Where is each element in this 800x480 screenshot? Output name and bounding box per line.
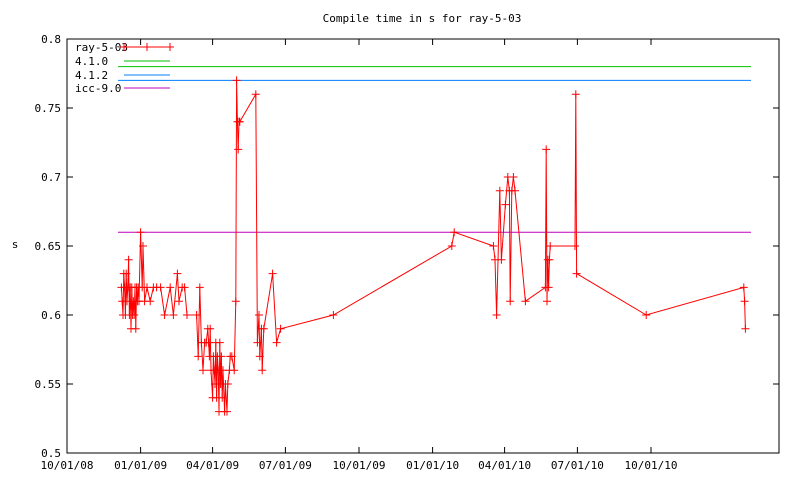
reference-lines [118, 66, 751, 233]
data-point [218, 393, 227, 402]
legend-label: 4.1.2 [75, 69, 108, 82]
data-point [511, 186, 519, 195]
data-point [204, 338, 213, 347]
y-axis-label: s [12, 238, 19, 251]
data-point [544, 283, 553, 292]
legend-label: ray-5-03 [75, 41, 128, 54]
legend-label: 4.1.0 [75, 55, 108, 68]
legend-marker [143, 43, 151, 51]
data-point [169, 311, 178, 319]
data-point [230, 366, 239, 375]
x-tick-label: 04/01/10 [478, 459, 531, 472]
data-point [139, 242, 147, 250]
data-point [173, 269, 182, 278]
x-tick-label: 01/01/09 [114, 459, 167, 472]
data-point [509, 173, 518, 181]
data-point [276, 324, 285, 333]
data-point [545, 255, 554, 264]
series-ray-5-03 [117, 76, 750, 416]
data-point [272, 338, 281, 347]
data-point [497, 255, 506, 264]
plot-frame [66, 38, 780, 454]
y-tick-label: 0.55 [35, 378, 62, 391]
data-point [122, 269, 131, 278]
x-tick-label: 04/01/09 [186, 459, 239, 472]
data-point [495, 186, 504, 195]
data-point [160, 311, 169, 319]
data-point [253, 338, 262, 347]
data-point [542, 145, 551, 154]
data-point [546, 242, 555, 250]
data-point [217, 352, 226, 361]
data-point [739, 283, 748, 292]
data-point [136, 228, 145, 237]
legend-marker [166, 43, 174, 51]
legend-marker [120, 43, 128, 51]
data-point [329, 311, 338, 319]
data-point [521, 297, 530, 306]
x-tick-label: 10/01/10 [625, 459, 678, 472]
data-point [175, 297, 183, 306]
x-tick-label: 07/01/10 [551, 459, 604, 472]
data-point [501, 200, 510, 209]
data-point [571, 242, 579, 250]
data-point [234, 145, 243, 154]
data-point [235, 117, 244, 126]
data-point [572, 269, 581, 278]
x-tick-label: 10/01/09 [333, 459, 386, 472]
data-point [642, 311, 651, 319]
data-point [227, 352, 236, 361]
data-point [223, 380, 232, 388]
data-point [232, 76, 241, 85]
x-tick-label: 07/01/09 [259, 459, 312, 472]
x-tick-label: 10/01/08 [41, 459, 94, 472]
data-point [192, 311, 201, 319]
data-point [223, 407, 231, 416]
data-point [259, 324, 268, 333]
data-point [506, 297, 515, 306]
y-tick-label: 0.75 [35, 102, 62, 115]
y-tick-label: 0.6 [41, 309, 61, 322]
data-point [183, 311, 191, 319]
data-point [199, 366, 207, 375]
data-point [741, 324, 750, 333]
data-point [255, 311, 263, 319]
data-point [268, 269, 277, 278]
y-tick-label: 0.7 [41, 171, 61, 184]
data-point [543, 297, 551, 306]
data-point [146, 297, 155, 306]
data-point [166, 283, 175, 292]
data-point [206, 324, 215, 333]
data-point [740, 297, 749, 306]
chart-title: Compile time in s for ray-5-03 [323, 12, 522, 25]
data-point [156, 283, 165, 292]
data-point [258, 366, 267, 375]
data-point [450, 228, 459, 237]
y-tick-label: 0.8 [41, 33, 61, 46]
x-axis: 10/01/08 01/01/09 04/01/09 07/01/09 10/01/09… [41, 39, 678, 472]
data-point [447, 242, 456, 250]
series-line [120, 80, 746, 412]
y-axis: 0.5 0.55 0.6 0.65 0.7 0.75 0.8 [35, 33, 779, 460]
data-point [130, 311, 139, 319]
data-point [489, 242, 498, 250]
data-point [195, 283, 204, 292]
data-point [571, 90, 580, 99]
x-tick-label: 01/01/10 [406, 459, 459, 472]
data-point [215, 338, 224, 347]
y-tick-label: 0.65 [35, 240, 62, 253]
data-point [180, 283, 189, 292]
data-point [231, 297, 240, 306]
data-point [194, 352, 203, 361]
data-point [492, 311, 501, 319]
data-point [124, 255, 133, 264]
data-point [251, 90, 260, 99]
data-point [131, 324, 140, 333]
legend-label: icc-9.0 [75, 82, 121, 95]
data-point [255, 352, 264, 361]
y-tick-label: 0.5 [41, 447, 61, 460]
